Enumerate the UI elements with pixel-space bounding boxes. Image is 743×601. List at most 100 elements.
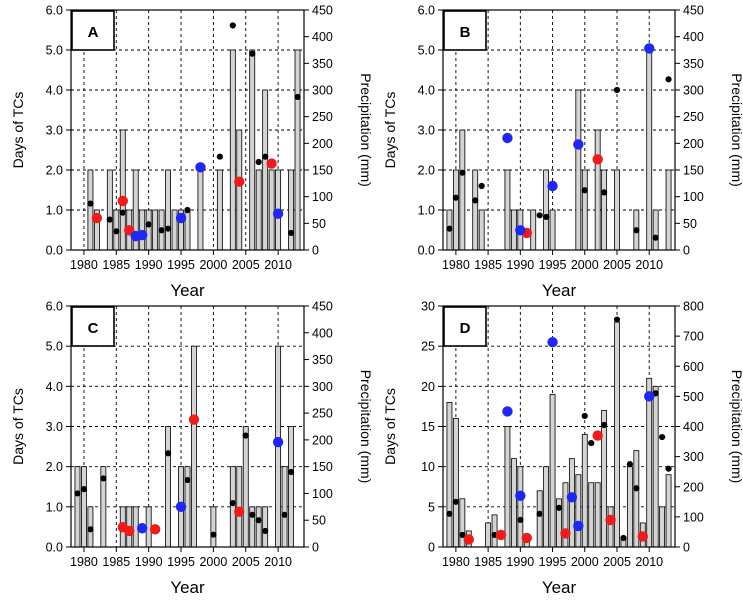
point-a-2006 xyxy=(249,50,256,57)
point-c-2004 xyxy=(234,506,245,517)
y-right-tick-label: 400 xyxy=(312,30,333,44)
point-c-1980 xyxy=(80,486,88,493)
x-tick-label: 2010 xyxy=(635,258,663,272)
x-tick-label: 1990 xyxy=(135,555,163,569)
bar-c-2000 xyxy=(210,506,217,548)
point-c-1991 xyxy=(149,524,161,535)
point-d-2001 xyxy=(588,439,595,447)
y-right-tick-label: 0 xyxy=(312,541,319,555)
bar-c-2012 xyxy=(288,426,294,548)
bar-d-2008 xyxy=(633,450,640,548)
x-tick-label: 2000 xyxy=(571,555,599,569)
point-d-1981 xyxy=(459,531,466,539)
y-left-axis-title: Days of TCs xyxy=(10,388,26,465)
point-b-1988 xyxy=(502,132,513,144)
y-right-axis-title: Precipitation (mm) xyxy=(358,370,374,484)
y-left-axis-title: Days of TCs xyxy=(382,92,398,169)
y-right-tick-label: 0 xyxy=(683,244,690,258)
x-tick-label: 1985 xyxy=(474,555,502,569)
y-right-tick-label: 700 xyxy=(683,330,704,344)
bar-c-2005 xyxy=(242,426,249,548)
y-right-tick-label: 400 xyxy=(312,326,333,340)
bar-a-2012 xyxy=(288,169,294,251)
x-tick-label: 1985 xyxy=(102,555,130,569)
point-c-1987 xyxy=(124,525,135,537)
point-d-2004 xyxy=(605,514,616,526)
point-a-2013 xyxy=(294,93,301,101)
y-right-tick-label: 200 xyxy=(683,480,704,494)
y-right-tick-label: 400 xyxy=(683,420,704,434)
point-a-1996 xyxy=(184,206,191,214)
panel-label-box xyxy=(71,306,115,347)
x-axis-title: Year xyxy=(542,578,577,597)
point-d-1988 xyxy=(502,406,513,417)
y-left-tick-label: 4.0 xyxy=(46,380,63,394)
y-left-tick-label: 0 xyxy=(428,541,435,555)
y-right-tick-label: 100 xyxy=(312,190,333,204)
point-a-2008 xyxy=(262,153,269,160)
panel-label: D xyxy=(460,320,471,337)
y-right-tick-label: 300 xyxy=(312,380,333,394)
bar-a-1981 xyxy=(87,169,94,251)
point-b-1995 xyxy=(547,180,558,192)
x-tick-label: 2005 xyxy=(232,258,260,272)
y-right-axis-title: Precipitation (mm) xyxy=(358,73,374,187)
point-b-1990 xyxy=(515,225,526,236)
point-d-1990 xyxy=(515,490,526,501)
y-right-tick-label: 250 xyxy=(312,407,333,421)
y-left-tick-label: 2.0 xyxy=(46,164,63,178)
point-d-2006 xyxy=(620,534,627,542)
bar-d-2002 xyxy=(594,482,601,548)
point-a-2004 xyxy=(234,176,245,187)
bar-d-1980 xyxy=(452,418,459,548)
point-d-1995 xyxy=(547,336,558,348)
x-tick-label: 1980 xyxy=(70,258,98,272)
y-right-tick-label: 50 xyxy=(683,217,697,231)
point-d-2012 xyxy=(659,433,666,441)
y-left-tick-label: 0.0 xyxy=(46,541,63,555)
point-b-2003 xyxy=(601,189,608,196)
bar-c-2011 xyxy=(281,466,288,548)
bar-c-1997 xyxy=(191,345,197,548)
point-b-1983 xyxy=(472,197,479,204)
bar-a-1984 xyxy=(106,169,113,251)
bar-b-1980 xyxy=(452,169,459,251)
point-d-1999 xyxy=(573,520,584,532)
point-d-1993 xyxy=(536,510,543,517)
bar-d-1985 xyxy=(485,522,492,548)
point-a-2003 xyxy=(229,22,236,29)
y-right-tick-label: 0 xyxy=(312,244,319,258)
x-tick-label: 2010 xyxy=(264,258,292,272)
y-right-tick-label: 450 xyxy=(312,300,333,314)
bar-d-2000 xyxy=(581,434,588,548)
bar-c-2007 xyxy=(255,506,262,548)
point-d-2007 xyxy=(626,461,633,468)
bar-d-1995 xyxy=(549,393,556,548)
y-right-tick-label: 100 xyxy=(683,190,704,204)
y-left-tick-label: 1.0 xyxy=(46,500,63,514)
point-c-1995 xyxy=(175,501,187,513)
point-d-1982 xyxy=(463,534,474,545)
x-tick-label: 1990 xyxy=(135,258,163,272)
point-d-2010 xyxy=(644,391,655,402)
point-d-2009 xyxy=(637,531,648,542)
point-c-1979 xyxy=(74,490,81,497)
point-d-2008 xyxy=(633,485,640,492)
bar-d-1994 xyxy=(543,466,550,548)
bar-a-2003 xyxy=(229,49,236,251)
y-left-tick-label: 20 xyxy=(421,380,435,394)
point-b-2000 xyxy=(581,187,588,194)
bar-b-1999 xyxy=(575,89,582,251)
point-c-1989 xyxy=(136,523,148,534)
point-c-2008 xyxy=(262,527,269,535)
x-tick-label: 1995 xyxy=(539,258,567,272)
y-left-tick-label: 6.0 xyxy=(46,300,63,314)
bar-b-2003 xyxy=(601,169,608,251)
bar-a-1990 xyxy=(145,209,152,251)
bar-d-1989 xyxy=(510,458,517,548)
x-axis-title: Year xyxy=(542,281,577,300)
point-a-2010 xyxy=(272,208,284,219)
bar-c-1980 xyxy=(81,466,87,548)
bar-d-2007 xyxy=(626,466,633,548)
